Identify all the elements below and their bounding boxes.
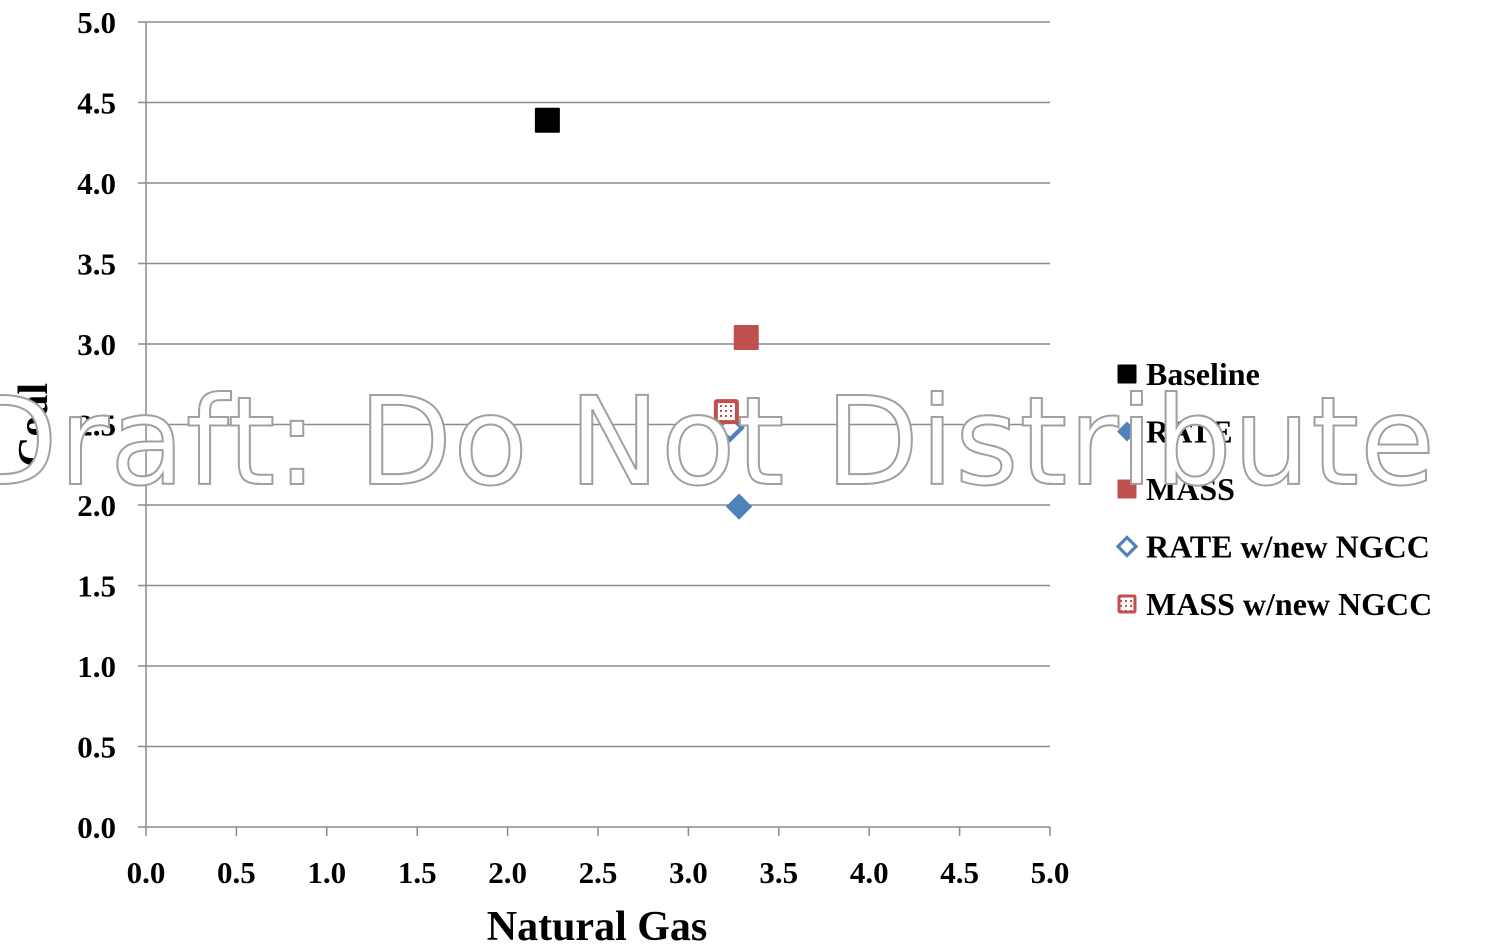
x-tick-labels: 0.0 0.5 1.0 1.5 2.0 2.5 3.0 3.5 4.0 4.5 5.0 <box>127 855 1070 890</box>
data-point <box>733 325 759 351</box>
legend-label: MASS w/new NGCC <box>1146 586 1432 622</box>
y-tick-label: 2.5 <box>77 408 116 443</box>
y-axis-title: Coal <box>11 383 57 467</box>
data-point <box>725 493 753 520</box>
x-tick-label: 1.5 <box>398 855 437 890</box>
legend-marker <box>1117 364 1137 384</box>
y-tick-label: 0.0 <box>77 810 116 845</box>
y-tick-label: 3.0 <box>77 327 116 362</box>
legend-label: MASS <box>1146 471 1235 507</box>
y-tick-label: 5.0 <box>77 5 116 40</box>
x-tick-label: 0.0 <box>127 855 166 890</box>
y-tick-labels: 0.0 0.5 1.0 1.5 2.0 2.5 3.0 3.5 4.0 4.5 5.0 <box>77 5 116 845</box>
x-tick-label: 0.5 <box>217 855 256 890</box>
x-tick-label: 5.0 <box>1031 855 1070 890</box>
x-tick-label: 3.0 <box>669 855 708 890</box>
y-tick-label: 4.5 <box>77 86 116 121</box>
x-tick-label: 2.0 <box>488 855 527 890</box>
data-point <box>534 107 560 133</box>
y-tick-label: 0.5 <box>77 730 116 765</box>
legend-label: RATE w/new NGCC <box>1146 529 1430 565</box>
y-tick-label: 4.0 <box>77 166 116 201</box>
legend-marker <box>1115 535 1139 558</box>
legend: Baseline RATE MASS RATE w/new NGCC MASS w/ne… <box>1115 356 1432 622</box>
x-tick-label: 2.5 <box>579 855 618 890</box>
legend-marker <box>1117 421 1137 442</box>
x-tick-label: 3.5 <box>759 855 798 890</box>
x-tick-label: 1.0 <box>307 855 346 890</box>
axes <box>138 21 1051 836</box>
x-tick-label: 4.5 <box>940 855 979 890</box>
y-tick-label: 1.5 <box>77 569 116 604</box>
gridlines <box>146 21 1050 748</box>
x-axis-title: Natural Gas <box>487 904 708 949</box>
y-tick-label: 2.0 <box>77 488 116 523</box>
y-tick-label: 3.5 <box>77 247 116 282</box>
data-points <box>534 107 759 520</box>
x-tick-label: 4.0 <box>850 855 889 890</box>
legend-marker <box>1117 479 1137 499</box>
legend-label: Baseline <box>1146 356 1260 392</box>
y-tick-label: 1.0 <box>77 649 116 684</box>
draft-watermark: Draft: Do Not Distribute <box>0 371 1436 513</box>
legend-marker <box>1117 594 1137 614</box>
legend-label: RATE <box>1146 414 1233 450</box>
data-point <box>713 399 739 425</box>
